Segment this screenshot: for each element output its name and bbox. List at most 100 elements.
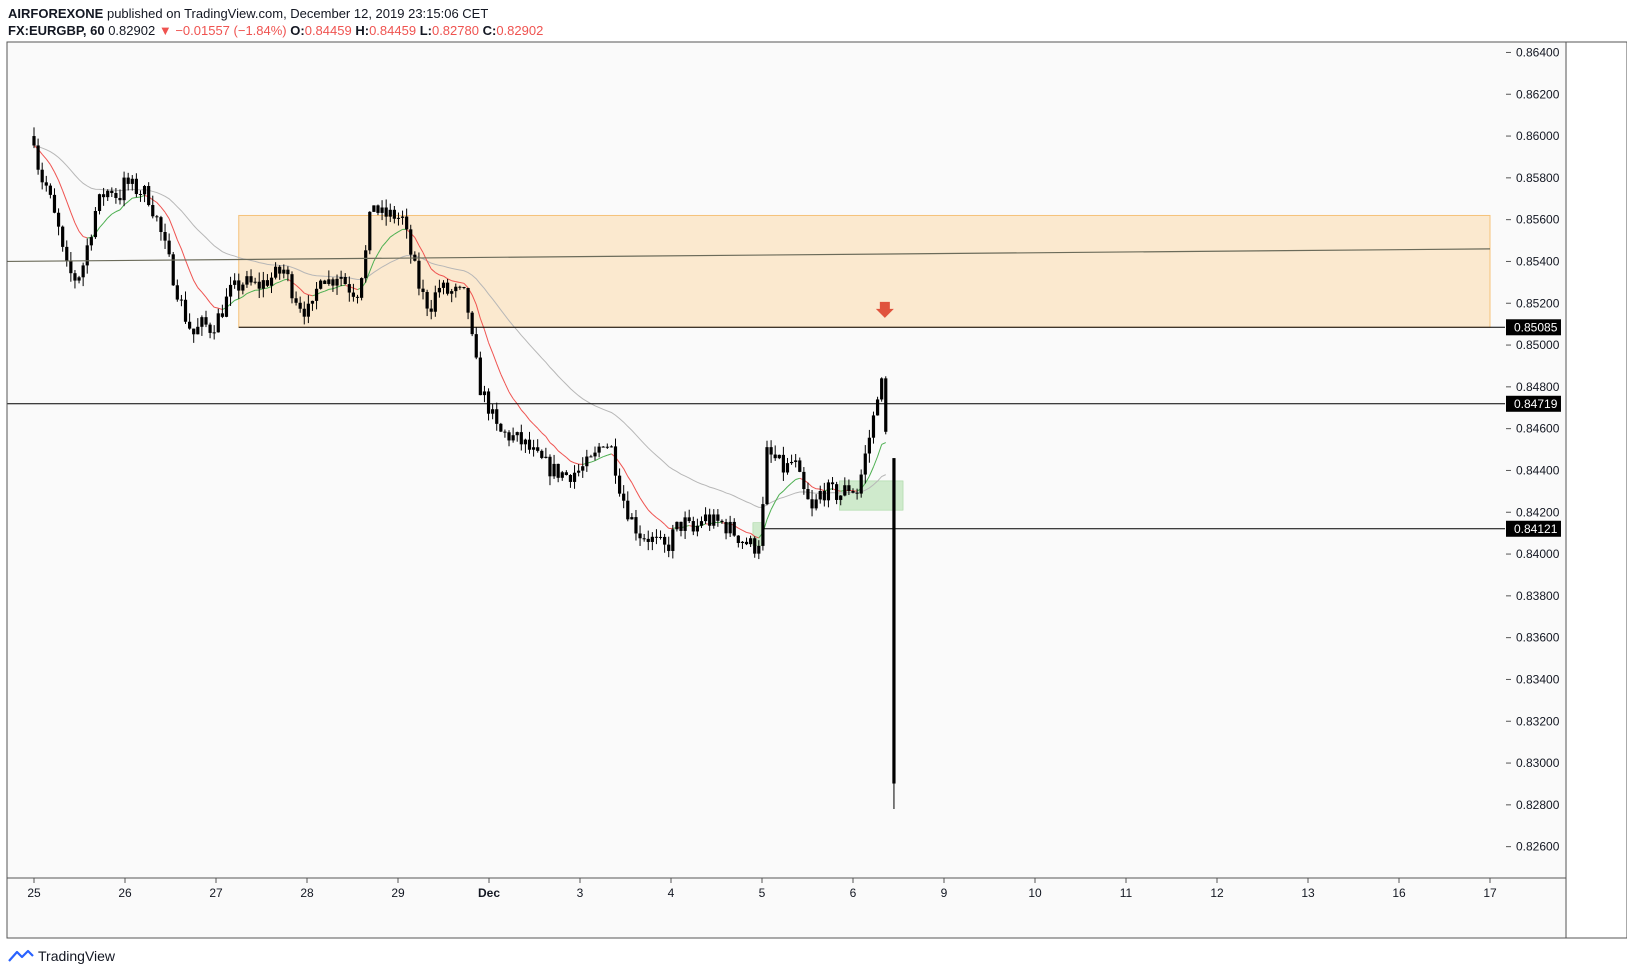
fast-moving-average-segment [475, 304, 481, 319]
fast-moving-average-segment [459, 281, 465, 284]
candle-body [839, 495, 843, 500]
fast-moving-average-segment [238, 296, 244, 300]
candle-body [56, 212, 61, 227]
close-value: 0.82902 [496, 23, 544, 38]
candle-body [286, 269, 290, 275]
close-label: C: [482, 23, 497, 38]
time-tick-label: 10 [1028, 886, 1042, 900]
price-axis[interactable]: 0.86400 0.86200 0.86000 0.85800 0.85600 0.854… [1506, 45, 1561, 854]
candle-body [458, 286, 462, 288]
candle-body [425, 291, 429, 309]
candle-body [69, 260, 73, 274]
price-tick-label: 0.85200 [1516, 296, 1560, 310]
fast-moving-average-segment [541, 432, 547, 437]
fast-moving-average-segment [197, 287, 203, 293]
moving-averages-layer [33, 144, 886, 539]
candle-body [237, 280, 241, 291]
fast-moving-average-segment [127, 197, 133, 203]
price-label-text: 0.84121 [1514, 522, 1558, 536]
fast-moving-average-segment [455, 281, 460, 283]
footer-brand[interactable]: TradingView [8, 948, 115, 964]
candle-body [773, 454, 777, 459]
symbol-header: FX:EURGBP, 60 0.82902 ▼ −0.01557 (−1.84%… [8, 23, 543, 38]
candle-body [274, 266, 278, 278]
candle-body [126, 177, 130, 184]
price-tick-label: 0.83800 [1516, 589, 1560, 603]
candle-body [708, 514, 712, 526]
candle-body [65, 246, 69, 261]
candle-body [179, 299, 184, 301]
candle-body [794, 460, 798, 462]
candle-body [351, 292, 356, 297]
time-tick-label: 6 [850, 886, 857, 900]
fast-moving-average-segment [508, 391, 514, 399]
candle-body [667, 544, 671, 551]
fast-moving-average-segment [234, 298, 239, 301]
fast-moving-average-segment [49, 164, 55, 173]
price-tick-label: 0.85600 [1516, 213, 1560, 227]
time-axis[interactable]: 25 26 27 28 29 Dec 3 4 5 6 9 10 11 12 13 16 17 [7, 877, 1566, 900]
candle-body [110, 190, 114, 194]
candle-body [290, 274, 294, 299]
candle-body [437, 287, 442, 293]
candle-body [499, 423, 503, 432]
down-triangle-icon: ▼ [158, 23, 172, 38]
candle-body [486, 391, 491, 414]
candle-body [81, 265, 85, 278]
candle-body [282, 269, 286, 274]
candle-body [671, 529, 675, 551]
candle-body [769, 447, 773, 455]
fast-moving-average-segment [664, 523, 670, 529]
fast-moving-average-segment [811, 486, 817, 490]
fast-moving-average-segment [750, 532, 756, 537]
candle-body [208, 324, 212, 333]
candle-body [171, 254, 175, 286]
publisher-name[interactable]: AIRFOREXONE [8, 6, 104, 21]
fast-moving-average-segment [259, 288, 264, 291]
candle-body [257, 281, 261, 289]
time-tick-label: 25 [27, 886, 41, 900]
candle-body [548, 456, 552, 477]
candle-body [540, 450, 544, 458]
fast-moving-average-segment [422, 252, 428, 262]
fast-moving-average-segment [381, 241, 387, 247]
time-tick-label: 13 [1301, 886, 1315, 900]
fast-moving-average-segment [471, 294, 477, 305]
candle-body [314, 288, 319, 301]
time-tick-label: 27 [209, 886, 223, 900]
candle-body [531, 447, 536, 450]
fast-moving-average-segment [742, 529, 747, 533]
price-tick-label: 0.84400 [1516, 463, 1560, 477]
candle-body [466, 288, 470, 313]
resistance-zone [238, 214, 1491, 328]
fast-moving-average-segment [512, 398, 518, 405]
price-label-badge [1506, 395, 1561, 412]
fast-moving-average-segment [807, 482, 813, 488]
fast-moving-average-segment [398, 228, 403, 233]
fast-moving-average-segment [304, 292, 309, 296]
fast-moving-average-segment [41, 153, 47, 160]
fast-moving-average-segment [214, 306, 219, 309]
fast-moving-average-segment [385, 236, 391, 243]
fast-moving-average-segment [430, 268, 436, 273]
fast-moving-average-segment [873, 456, 879, 468]
candle-body [515, 432, 519, 436]
candle-body [581, 466, 585, 471]
fast-moving-average-segment [778, 490, 784, 495]
candle-body [781, 454, 785, 473]
fast-moving-average-segment [250, 289, 256, 293]
candle-body [388, 209, 392, 217]
candle-body [421, 288, 425, 292]
candle-body [151, 205, 155, 217]
fast-moving-average-segment [766, 509, 772, 520]
fast-moving-average-segment [639, 497, 645, 505]
fast-moving-average-segment [54, 171, 60, 181]
fast-moving-average-segment [66, 201, 72, 213]
tradingview-logo-icon [8, 949, 34, 962]
candle-body [130, 178, 134, 184]
candle-body [703, 514, 708, 522]
down-arrow-marker [875, 301, 894, 318]
fast-moving-average-segment [561, 453, 567, 458]
candle-body [372, 205, 376, 212]
